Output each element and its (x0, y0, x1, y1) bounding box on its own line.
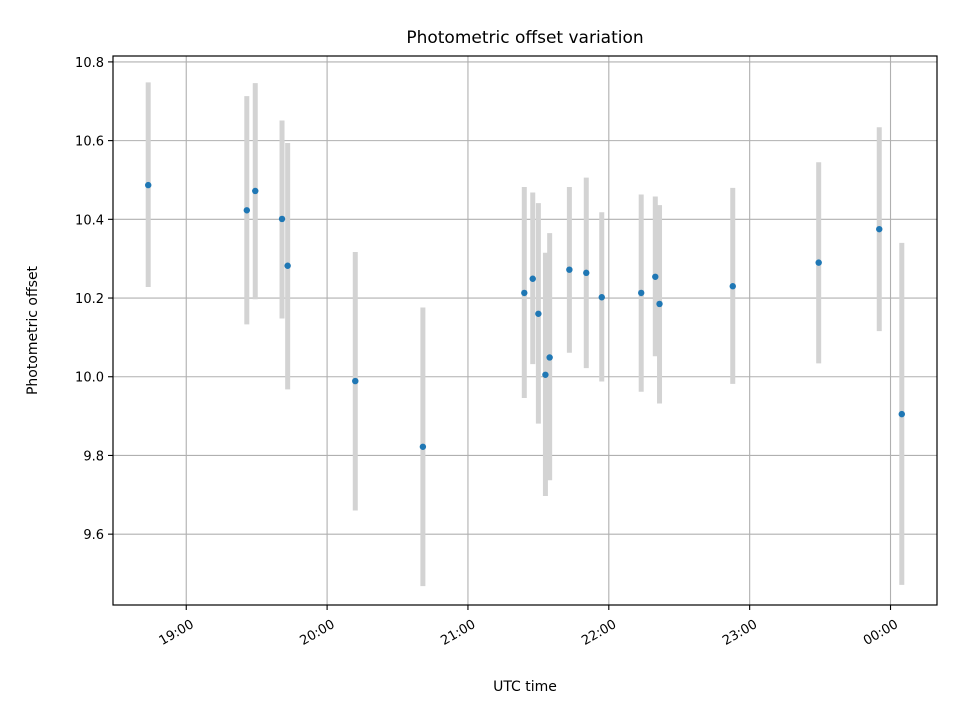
data-points (145, 181, 905, 450)
y-tick-label: 10.0 (75, 371, 104, 386)
y-tick-label: 10.4 (75, 213, 104, 228)
data-point (284, 262, 291, 269)
data-point (729, 283, 736, 290)
data-point (535, 310, 542, 317)
data-point (898, 410, 905, 418)
data-point (638, 289, 645, 297)
data-point (583, 269, 590, 277)
data-point (529, 275, 536, 282)
plot-frame (112, 55, 938, 606)
data-point (566, 266, 573, 273)
data-point (546, 354, 553, 361)
y-tick-label: 10.2 (75, 292, 104, 307)
y-tick-label: 9.8 (83, 449, 104, 464)
data-point (278, 215, 286, 223)
data-point (542, 371, 549, 378)
x-axis-label: UTC time (493, 679, 557, 695)
data-point (521, 289, 528, 297)
data-point (243, 207, 251, 214)
y-tick-label: 10.8 (75, 56, 104, 71)
data-point (419, 443, 427, 450)
data-point (652, 273, 659, 280)
y-tick-label: 10.6 (75, 135, 104, 150)
data-point (252, 187, 259, 195)
data-point (598, 294, 605, 301)
chart-title: Photometric offset variation (406, 28, 643, 48)
data-point (815, 259, 822, 266)
data-point (352, 377, 359, 385)
data-point (145, 181, 152, 189)
y-axis-label: Photometric offset (25, 265, 41, 395)
data-point (656, 300, 663, 308)
y-tick-label: 9.6 (83, 528, 104, 543)
data-point (876, 225, 883, 233)
